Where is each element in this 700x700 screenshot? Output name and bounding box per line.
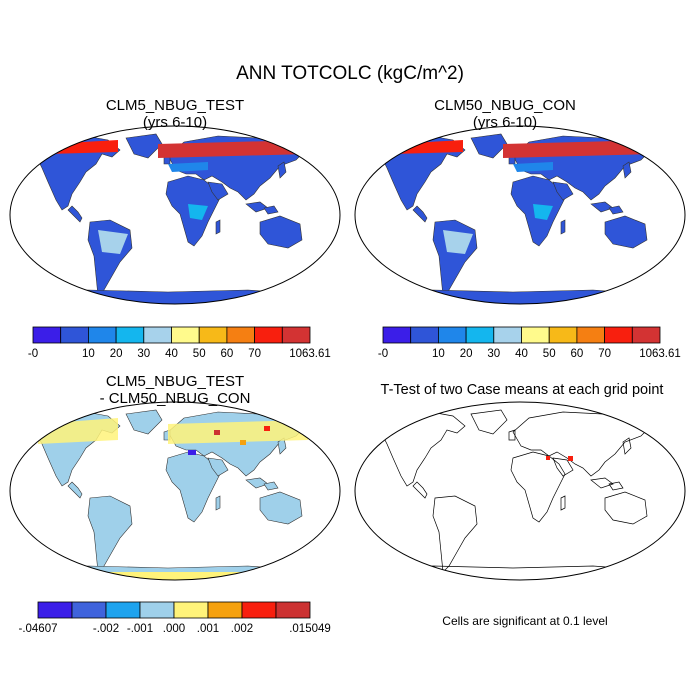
panel-difference-title: CLM5_NBUG_TEST - CLM50_NBUG_CON: [75, 373, 275, 407]
colorbar-tick-label: 30: [137, 348, 150, 360]
main-title: ANN TOTCOLC (kgC/m^2): [236, 63, 464, 84]
significant-cell: [546, 456, 550, 460]
colorbar-tick-label: 50: [193, 348, 206, 360]
colorbar-tick-label: 20: [110, 348, 123, 360]
panel-control-title: CLM50_NBUG_CON (yrs 6-10): [405, 97, 605, 131]
colorbar-swatch: [521, 326, 550, 344]
colorbar-swatch: [207, 601, 243, 619]
colorbar-tick-label: .000: [163, 623, 185, 635]
colorbar-tick-label: 60: [571, 348, 584, 360]
colorbar-tick-label: 40: [515, 348, 528, 360]
colorbar-swatch: [32, 326, 62, 344]
colorbar-tick-label: 70: [248, 348, 261, 360]
panel-test-title-line1: CLM5_NBUG_TEST: [105, 97, 245, 114]
colorbar-tick-label: -0: [378, 348, 388, 360]
panel-difference-title-line2: - CLM50_NBUG_CON: [99, 390, 251, 407]
colorbar-tick-label: 10: [82, 348, 95, 360]
colorbar-tick-label: 50: [543, 348, 556, 360]
colorbar-tick-label: 10: [432, 348, 445, 360]
colorbar-tick-label: -.001: [127, 623, 153, 635]
colorbar-swatch: [139, 601, 175, 619]
colorbar-tick-label: 1063.61: [639, 348, 681, 360]
colorbar-swatch: [60, 326, 89, 344]
colorbar-test: -0 10 20 30 40 50 60 70 1063.61: [28, 326, 331, 360]
colorbar-swatch: [254, 326, 283, 344]
panel-difference-title-line1: CLM5_NBUG_TEST: [105, 373, 245, 390]
colorbar-difference: -.04607 -.002 -.001 .000 .001 .002 .015049: [18, 601, 331, 635]
colorbar-tick-label: 20: [460, 348, 473, 360]
colorbar-control: -0 10 20 30 40 50 60 70 1063.61: [378, 326, 681, 360]
colorbar-swatch: [241, 601, 277, 619]
colorbar-swatch: [275, 601, 311, 619]
colorbar-tick-label: 30: [487, 348, 500, 360]
colorbar-swatch: [171, 326, 200, 344]
colorbar-swatch: [88, 326, 117, 344]
colorbar-tick-label: -.04607: [18, 623, 57, 635]
colorbar-tick-label: .001: [197, 623, 219, 635]
colorbar-swatch: [631, 326, 661, 344]
colorbar-tick-label: -0: [28, 348, 38, 360]
panel-ttest-title: T-Test of two Case means at each grid po…: [380, 382, 664, 398]
significance-note: Cells are significant at 0.1 level: [442, 614, 608, 628]
colorbar-tick-label: 70: [598, 348, 611, 360]
colorbar-tick-label: -.002: [93, 623, 119, 635]
colorbar-tick-label: .002: [231, 623, 253, 635]
panel-control-title-line2: (yrs 6-10): [472, 114, 538, 131]
colorbar-swatch: [465, 326, 495, 344]
significant-cell: [568, 456, 573, 461]
colorbar-tick-label: .015049: [289, 623, 331, 635]
colorbar-swatch: [410, 326, 439, 344]
colorbar-swatch: [382, 326, 412, 344]
colorbar-swatch: [437, 326, 467, 344]
colorbar-swatch: [105, 601, 141, 619]
colorbar-swatch: [548, 326, 578, 344]
colorbar-tick-label: 1063.61: [289, 348, 331, 360]
colorbar-tick-label: 40: [165, 348, 178, 360]
panel-control-title-line1: CLM50_NBUG_CON: [434, 97, 576, 114]
colorbar-swatch: [115, 326, 145, 344]
colorbar-swatch: [604, 326, 633, 344]
colorbar-swatch: [226, 326, 255, 344]
colorbar-swatch: [71, 601, 107, 619]
colorbar-swatch: [198, 326, 228, 344]
colorbar-swatch: [493, 326, 522, 344]
map-panel-control: [354, 125, 686, 305]
colorbar-swatch: [576, 326, 606, 344]
map-panel-test: [9, 125, 341, 305]
colorbar-tick-label: 60: [221, 348, 234, 360]
map-panel-ttest: [354, 401, 686, 581]
map-panel-difference: [9, 401, 341, 581]
colorbar-swatch: [37, 601, 73, 619]
colorbar-swatch: [281, 326, 311, 344]
colorbar-swatch: [173, 601, 209, 619]
colorbar-swatch: [143, 326, 172, 344]
